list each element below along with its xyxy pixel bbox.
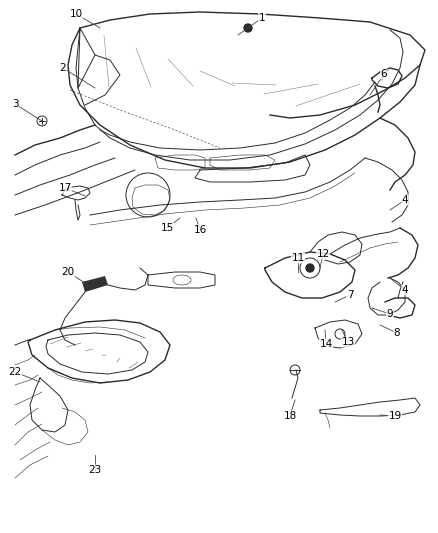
- Text: 18: 18: [283, 411, 297, 421]
- Text: 15: 15: [160, 223, 173, 233]
- Text: 16: 16: [193, 225, 207, 235]
- Text: 14: 14: [319, 339, 332, 349]
- Text: 9: 9: [387, 309, 393, 319]
- Text: 3: 3: [12, 99, 18, 109]
- Circle shape: [244, 24, 252, 32]
- Text: 1: 1: [259, 13, 265, 23]
- Circle shape: [306, 264, 314, 272]
- Text: 17: 17: [58, 183, 72, 193]
- Polygon shape: [82, 276, 108, 292]
- Text: 8: 8: [394, 328, 400, 338]
- Text: 10: 10: [70, 9, 82, 19]
- Text: 6: 6: [381, 69, 387, 79]
- Text: 22: 22: [8, 367, 21, 377]
- Text: 2: 2: [60, 63, 66, 73]
- Text: 23: 23: [88, 465, 102, 475]
- Text: 7: 7: [347, 290, 353, 300]
- Text: 20: 20: [61, 267, 74, 277]
- Text: 4: 4: [402, 195, 408, 205]
- Text: 4: 4: [402, 285, 408, 295]
- Text: 11: 11: [291, 253, 304, 263]
- Text: 12: 12: [316, 249, 330, 259]
- Text: 19: 19: [389, 411, 402, 421]
- Text: 13: 13: [341, 337, 355, 347]
